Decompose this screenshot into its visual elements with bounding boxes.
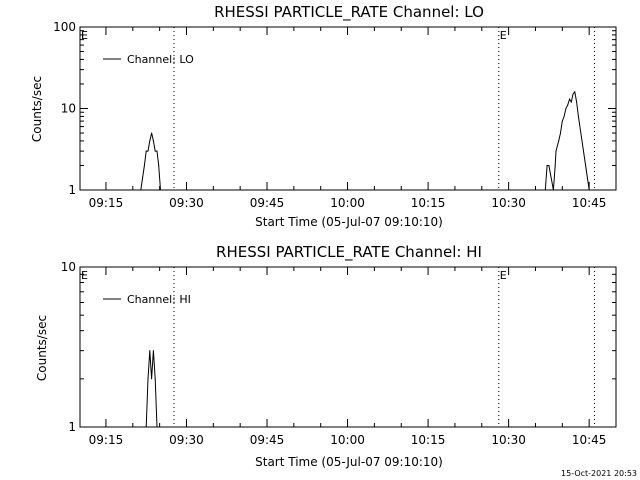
event-marker-label: E bbox=[500, 269, 507, 282]
chart-title: RHESSI PARTICLE_RATE Channel: HI bbox=[216, 243, 482, 262]
data-point bbox=[554, 164, 556, 166]
y-tick-label: 100 bbox=[53, 20, 76, 34]
legend: Channel: HI bbox=[103, 293, 191, 306]
data-point bbox=[568, 98, 570, 100]
x-tick-label: 09:30 bbox=[169, 196, 204, 210]
data-point bbox=[576, 101, 578, 103]
data-point bbox=[147, 150, 149, 152]
data-point bbox=[546, 164, 548, 166]
data-point bbox=[570, 101, 572, 103]
x-tick-label: 09:45 bbox=[250, 196, 285, 210]
legend: Channel: LO bbox=[103, 53, 194, 66]
x-tick-label: 09:15 bbox=[89, 433, 124, 447]
data-point bbox=[152, 140, 154, 142]
data-point bbox=[143, 164, 145, 166]
x-axis-label: Start Time (05-Jul-07 09:10:10) bbox=[255, 455, 443, 469]
data-point bbox=[149, 140, 151, 142]
data-point bbox=[156, 150, 158, 152]
x-axis-label: Start Time (05-Jul-07 09:10:10) bbox=[255, 215, 443, 229]
chart-panel-lo: RHESSI PARTICLE_RATE Channel: LO Start T… bbox=[30, 3, 617, 229]
chart-title: RHESSI PARTICLE_RATE Channel: LO bbox=[214, 3, 484, 22]
x-tick-label: 09:30 bbox=[169, 433, 204, 447]
data-point bbox=[572, 93, 574, 95]
x-tick-label: 09:15 bbox=[89, 196, 124, 210]
event-marker-label: E bbox=[500, 29, 507, 42]
plot-frame bbox=[79, 26, 617, 191]
chart-panel-hi: RHESSI PARTICLE_RATE Channel: HI Start T… bbox=[35, 243, 617, 469]
x-tick-label: 10:15 bbox=[411, 433, 446, 447]
data-point bbox=[577, 115, 579, 117]
data-point bbox=[147, 378, 149, 380]
data-point bbox=[585, 164, 587, 166]
data-point bbox=[581, 140, 583, 142]
data-point bbox=[152, 350, 154, 352]
data-point bbox=[565, 108, 567, 109]
x-tick-label: 10:45 bbox=[572, 433, 607, 447]
y-tick-label: 1 bbox=[68, 420, 76, 434]
data-point bbox=[560, 132, 562, 134]
event-marker-label: E bbox=[81, 269, 88, 282]
data-point bbox=[563, 115, 565, 117]
y-tick-label: 1 bbox=[68, 183, 76, 197]
y-axis-label: Counts/sec bbox=[30, 76, 44, 142]
x-tick-label: 10:30 bbox=[491, 433, 526, 447]
data-point bbox=[145, 150, 147, 152]
x-tick-label: 09:45 bbox=[250, 433, 285, 447]
data-point bbox=[151, 132, 153, 134]
data-point bbox=[561, 120, 563, 122]
series-line bbox=[145, 350, 159, 428]
data-point bbox=[567, 104, 569, 106]
data-point bbox=[154, 378, 156, 380]
y-tick-label: 10 bbox=[61, 102, 76, 116]
x-tick-label: 10:00 bbox=[330, 433, 365, 447]
plot-frame bbox=[79, 266, 617, 428]
data-point bbox=[558, 140, 560, 142]
print-timestamp: 15-Oct-2021 20:53 bbox=[561, 469, 637, 478]
y-tick-label: 10 bbox=[61, 260, 76, 274]
legend-entry-label: Channel: LO bbox=[127, 53, 194, 66]
x-tick-label: 10:00 bbox=[330, 196, 365, 210]
data-point bbox=[555, 150, 557, 152]
x-tick-label: 10:15 bbox=[411, 196, 446, 210]
x-tick-label: 10:45 bbox=[572, 196, 607, 210]
event-marker-label: E bbox=[81, 29, 88, 42]
y-axis-label: Counts/sec bbox=[35, 315, 49, 381]
data-point bbox=[574, 91, 576, 93]
legend-entry-label: Channel: HI bbox=[127, 293, 191, 306]
x-tick-label: 10:30 bbox=[491, 196, 526, 210]
data-point bbox=[149, 350, 151, 352]
data-point bbox=[154, 150, 156, 152]
data-point bbox=[548, 164, 550, 166]
data-point bbox=[151, 378, 153, 380]
data-point bbox=[158, 164, 160, 166]
